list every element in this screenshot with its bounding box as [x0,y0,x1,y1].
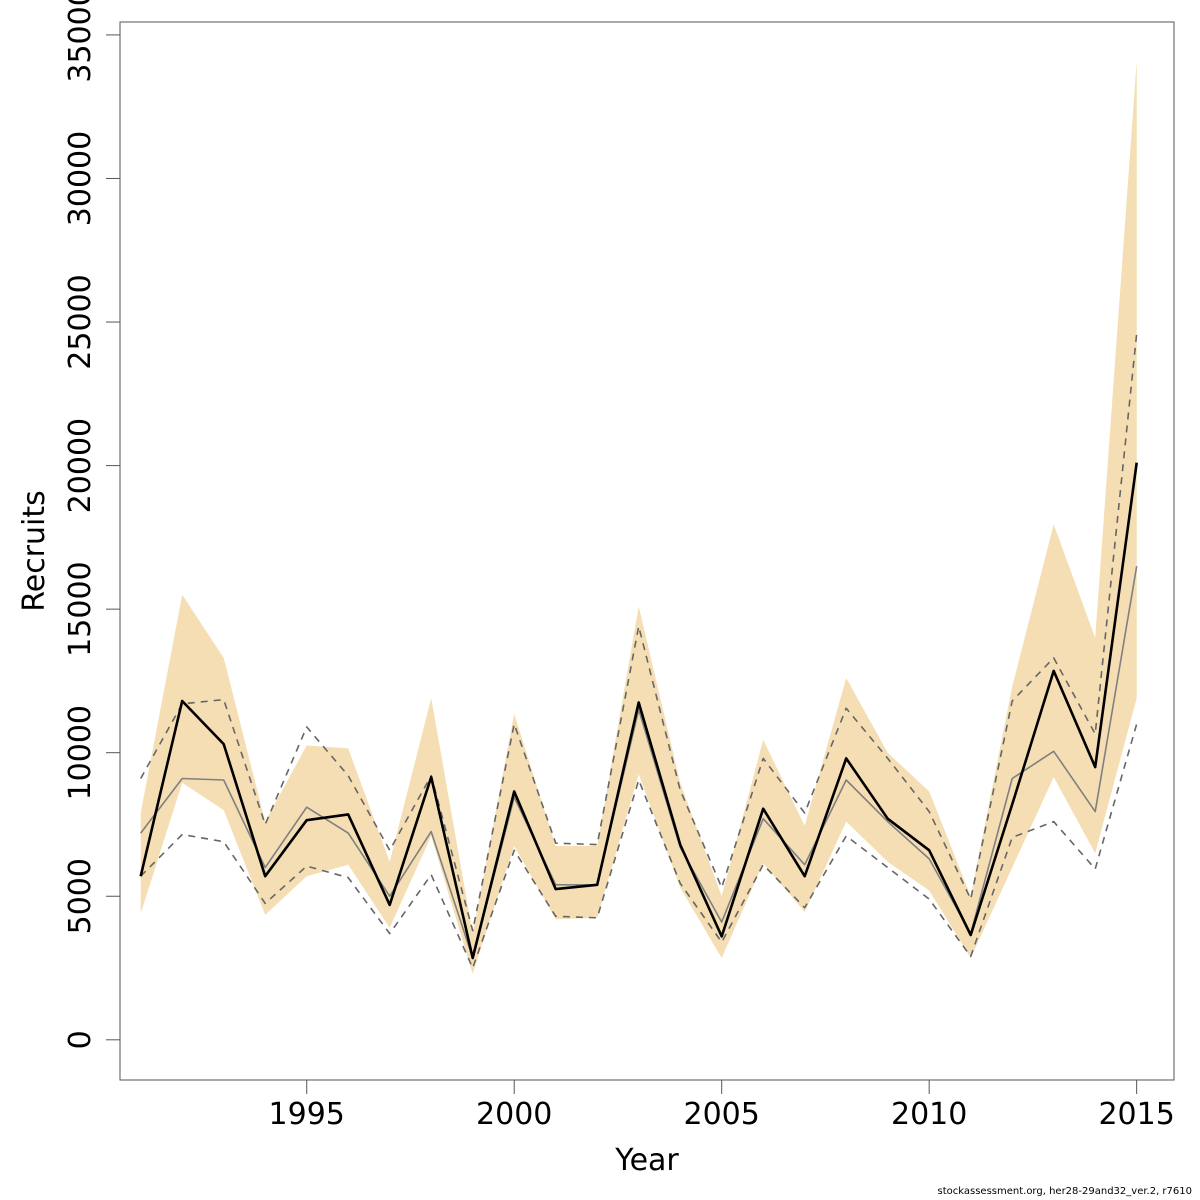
series-line-estimate [139,462,1138,960]
x-tick-label: 2015 [1098,1097,1174,1132]
x-tick-label: 2005 [684,1097,760,1132]
plot-frame [119,21,1175,1081]
series-line-dashed-upper [140,333,1138,932]
footer-note: stockassessment.org, her28-29and32_ver.2… [937,1186,1193,1197]
x-tick-label: 2000 [476,1097,552,1132]
series-line-dashed-lower [140,723,1138,969]
y-tick-label: 5000 [63,858,98,934]
confidence-band [140,60,1137,974]
y-tick-label: 10000 [63,705,98,800]
x-axis-title: Year [614,1143,679,1178]
y-tick-label: 35000 [63,0,98,83]
y-tick-label: 0 [63,1030,98,1049]
plot-content [139,60,1138,974]
x-axis: 1995 2000 2005 2010 2015 [269,1079,1175,1132]
y-tick-label: 30000 [63,131,98,226]
y-tick-label: 15000 [63,561,98,656]
y-axis: 0 5000 10000 15000 20000 25000 30000 35000 [63,0,121,1049]
x-tick-label: 2010 [891,1097,967,1132]
y-axis-title: Recruits [17,490,52,612]
y-tick-label: 25000 [63,274,98,369]
x-tick-label: 1995 [269,1097,345,1132]
y-tick-label: 20000 [63,418,98,513]
